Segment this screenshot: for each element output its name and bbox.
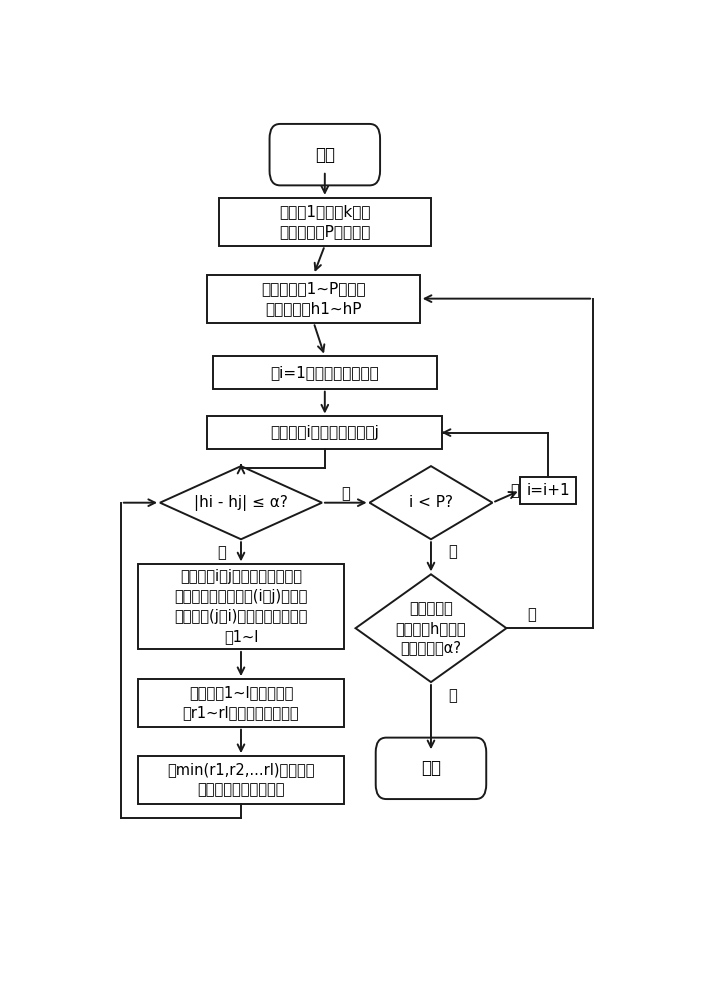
Bar: [213, 356, 437, 389]
Bar: [208, 275, 420, 323]
Polygon shape: [369, 466, 492, 539]
Text: 结束: 结束: [421, 759, 441, 777]
FancyBboxPatch shape: [376, 738, 486, 799]
FancyBboxPatch shape: [270, 124, 380, 185]
Text: 令i=1，确定初始子系统: 令i=1，确定初始子系统: [270, 365, 379, 380]
Text: 从节点1至节点k将生
成图剖分为P个子系统: 从节点1至节点k将生 成图剖分为P个子系统: [279, 204, 371, 239]
Bar: [138, 679, 345, 727]
Text: 否: 否: [527, 607, 536, 622]
Text: 是: 是: [448, 688, 456, 703]
Text: i < P?: i < P?: [409, 495, 453, 510]
Bar: [208, 416, 442, 449]
Bar: [218, 198, 431, 246]
Text: 开始: 开始: [315, 146, 335, 164]
Bar: [138, 564, 345, 649]
Polygon shape: [355, 574, 506, 682]
Polygon shape: [160, 466, 322, 539]
Text: 取子系统i及其相邻子系统j: 取子系统i及其相邻子系统j: [270, 425, 379, 440]
Text: 是: 是: [341, 486, 350, 501]
Text: 任意相邻两
子系统的h之差的
绝对值小于α?: 任意相邻两 子系统的h之差的 绝对值小于α?: [396, 601, 466, 656]
Text: 否: 否: [217, 546, 226, 561]
Bar: [138, 756, 345, 804]
Text: 计算节点1~l的邻域关联
度r1~rl，并从小到大排序: 计算节点1~l的邻域关联 度r1~rl，并从小到大排序: [182, 685, 299, 720]
Bar: [521, 477, 576, 504]
Text: 将min(r1,r2,...rl)对应的节
点转移至另一子系统中: 将min(r1,r2,...rl)对应的节 点转移至另一子系统中: [167, 762, 315, 797]
Text: i=i+1: i=i+1: [526, 483, 570, 498]
Text: 取子系统i和j中开关数较多的子
系统，确定该子系统(i或j)中与另
一子系统(j或i)连接支路的连通节
点1~l: 取子系统i和j中开关数较多的子 系统，确定该子系统(i或j)中与另 一子系统(j…: [174, 569, 308, 644]
Text: 是: 是: [510, 483, 519, 498]
Text: 计算子系统1~P的开关
分布平衡度h1~hP: 计算子系统1~P的开关 分布平衡度h1~hP: [261, 281, 366, 316]
Text: 否: 否: [448, 544, 456, 559]
Text: |hi - hj| ≤ α?: |hi - hj| ≤ α?: [194, 495, 288, 511]
